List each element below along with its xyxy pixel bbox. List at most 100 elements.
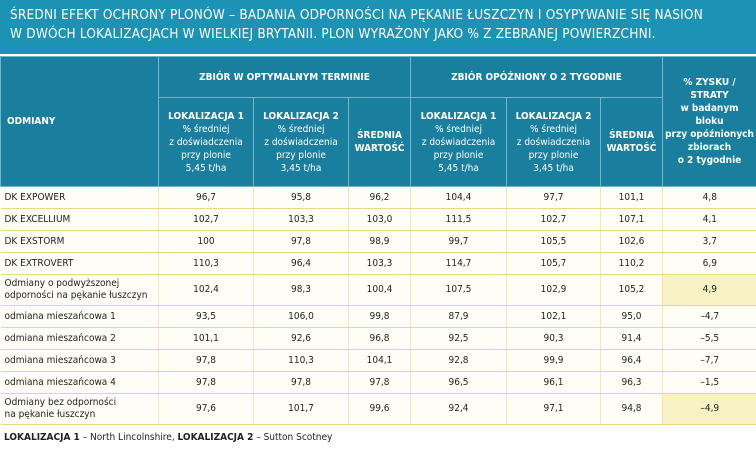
column-header: LOKALIZACJA 1% średniej z doświadczenia pr…	[158, 97, 254, 187]
value-cell: 102,7	[506, 208, 601, 231]
value-cell: 92,4	[410, 393, 507, 425]
value-cell: 102,4	[158, 274, 254, 306]
variety-name: DK EXPOWER	[0, 186, 159, 209]
value-cell: 101,7	[253, 393, 349, 425]
value-cell: 4,8	[662, 186, 756, 209]
value-cell: 92,6	[253, 327, 349, 350]
footer-text: LOKALIZACJA 2	[177, 432, 254, 443]
value-cell: 97,6	[158, 393, 254, 425]
header-line: % średniej	[182, 123, 230, 135]
variety-name: DK EXTROVERT	[0, 252, 159, 275]
value-cell: 96,4	[600, 349, 663, 372]
corner-text: ODMIANY	[7, 116, 56, 127]
value-cell: 3,7	[662, 230, 756, 253]
name-line: DK EXSTORM	[4, 235, 65, 247]
header-line: przy plonie	[276, 149, 326, 161]
column-header: LOKALIZACJA 1% średniej z doświadczenia pr…	[410, 97, 508, 187]
value-cell: 90,3	[506, 327, 601, 350]
value-cell: 105,7	[506, 252, 601, 275]
variety-name: odmiana mieszańcowa 4	[0, 371, 159, 394]
value-cell: 93,5	[158, 305, 254, 328]
value-cell: 92,5	[410, 327, 507, 350]
value-cell: 94,8	[600, 393, 663, 425]
name-line: Odmiany o podwyższonej	[4, 278, 120, 289]
table-row: DK EXTROVERT 110,3 96,4 103,3 114,7 105,7 110,…	[0, 252, 756, 275]
header-line: w badanym bloku	[680, 103, 739, 127]
header-line: przy opóźnionych	[665, 129, 754, 140]
value-cell: 102,9	[506, 274, 601, 306]
value-cell: –1,5	[662, 371, 756, 394]
header-line: 5,45 t/ha	[438, 162, 479, 174]
name-line: DK EXPOWER	[4, 191, 66, 203]
value-cell: 100	[158, 230, 254, 253]
variety-name: odmiana mieszańcowa 2	[0, 327, 159, 350]
header-line: % ZYSKU / STRATY	[683, 77, 736, 101]
change-header: % ZYSKU / STRATY w badanym bloku przy opóź…	[662, 56, 756, 187]
value-cell: 98,3	[253, 274, 349, 306]
table-head: ODMIANY ZBIÓR W OPTYMALNYM TERMINIE ZBIÓR …	[0, 56, 756, 187]
value-cell: 114,7	[410, 252, 507, 275]
table-row: Odmiany o podwyższonej odporności na pęka…	[0, 274, 756, 306]
header-title: LOKALIZACJA 1	[168, 110, 244, 122]
value-cell: 99,7	[410, 230, 507, 253]
value-cell: 96,2	[347, 186, 411, 209]
value-cell: 102,6	[600, 230, 663, 253]
header-line: 3,45 t/ha	[280, 162, 322, 174]
value-cell: 97,8	[253, 230, 349, 253]
variety-name: odmiana mieszańcowa 3	[0, 349, 159, 372]
value-cell: 101,1	[158, 327, 254, 350]
name-line: odmiana mieszańcowa 1	[4, 310, 116, 322]
value-cell: 110,3	[253, 349, 349, 372]
table-row: odmiana mieszańcowa 4 97,8 97,8 97,8 96,5 96,…	[0, 371, 756, 394]
header-title: LOKALIZACJA 2	[515, 110, 592, 122]
header-title: ŚREDNIA	[357, 130, 402, 141]
value-cell: 97,8	[253, 371, 349, 394]
value-cell: 100,4	[347, 274, 411, 306]
value-cell: 96,3	[600, 371, 663, 394]
value-cell: 99,6	[347, 393, 411, 425]
value-cell: 102,7	[158, 208, 254, 231]
variety-name: odmiana mieszańcowa 1	[0, 305, 159, 328]
column-header: LOKALIZACJA 2% średniej z doświadczenia pr…	[506, 97, 602, 187]
value-cell: 97,8	[158, 371, 254, 394]
variety-name: Odmiany bez odporności na pękanie łuszczy…	[0, 393, 159, 425]
value-cell: 102,1	[506, 305, 601, 328]
value-cell: 111,5	[410, 208, 507, 231]
table-row: odmiana mieszańcowa 1 93,5 106,0 99,8 87,9 10…	[0, 305, 756, 328]
value-cell: 107,5	[410, 274, 507, 306]
value-cell: 105,5	[506, 230, 601, 253]
footer: LOKALIZACJA 1 – North Lincolnshire, LOKA…	[0, 425, 756, 443]
value-cell: –4,7	[662, 305, 756, 328]
value-cell: 106,0	[253, 305, 349, 328]
value-cell: 96,5	[410, 371, 507, 394]
header-line: 5,45 t/ha	[185, 162, 227, 174]
footer-text: LOKALIZACJA 1	[4, 432, 80, 443]
footer-text: – Sutton Scotney	[256, 432, 333, 443]
value-cell: 97,8	[158, 349, 254, 372]
header-title: WARTOŚĆ	[354, 143, 405, 154]
header-line: z doświadczenia	[421, 136, 496, 148]
header-line: % średniej	[529, 123, 578, 135]
table-row: odmiana mieszańcowa 2 101,1 92,6 96,8 92,5 90…	[0, 327, 756, 350]
header-line: % średniej	[434, 123, 483, 135]
value-cell: 104,4	[410, 186, 507, 209]
name-line: odporności na pękanie łuszczyn	[4, 290, 148, 301]
variety-name: DK EXCELLIUM	[0, 208, 159, 231]
header-title: WARTOŚĆ	[606, 143, 657, 154]
table-body: DK EXPOWER 96,7 95,8 96,2 104,4 97,7 101,1 4,8 D…	[0, 186, 756, 425]
value-cell: 103,3	[253, 208, 349, 231]
name-line: DK EXTROVERT	[4, 257, 74, 269]
value-cell: 96,1	[506, 371, 601, 394]
header-line: z doświadczenia	[169, 136, 243, 148]
value-cell: 97,7	[506, 186, 601, 209]
header-line: z doświadczenia	[516, 136, 591, 148]
header-line: o 2 tygodnie	[677, 155, 742, 166]
sub-header-row: LOKALIZACJA 1% średniej z doświadczenia pr…	[1, 97, 756, 187]
name-line: na pękanie łuszczyn	[4, 409, 96, 420]
name-line: odmiana mieszańcowa 3	[4, 354, 116, 366]
table-row: Odmiany bez odporności na pękanie łuszczy…	[0, 393, 756, 425]
value-cell: 110,2	[600, 252, 663, 275]
title-line: ŚREDNI EFEKT OCHRONY PLONÓW – BADANIA OD…	[10, 7, 703, 23]
